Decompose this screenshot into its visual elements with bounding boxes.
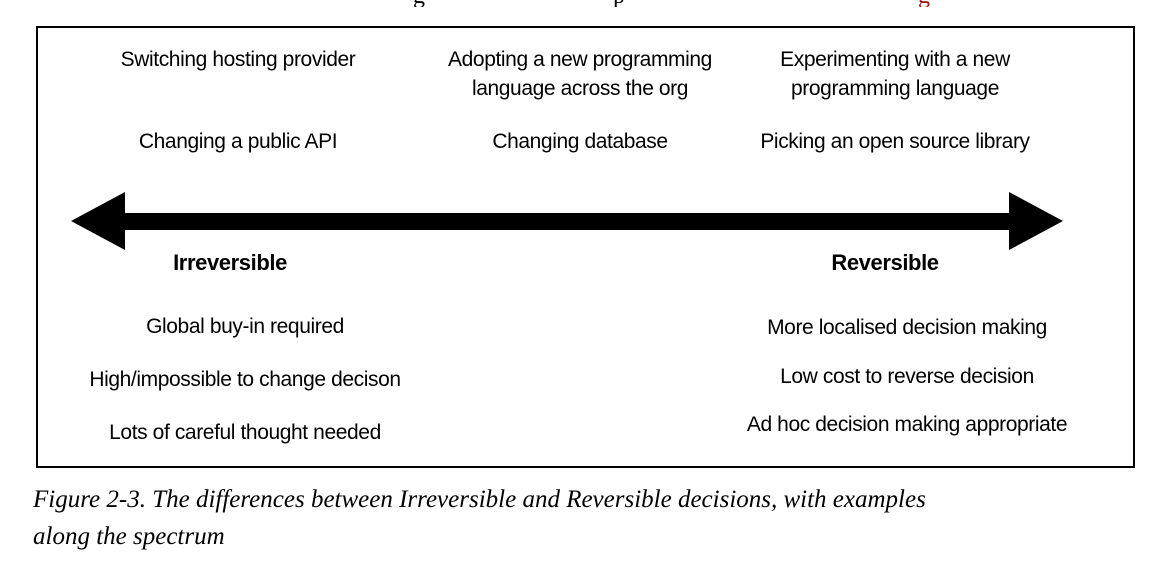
reversible-trait-3: Ad hoc decision making appropriate <box>746 413 1068 436</box>
figure-caption-line1: Figure 2-3. The differences between Irre… <box>33 486 926 513</box>
irreversible-label: Irreversible <box>173 250 287 275</box>
example-right-2: Picking an open source library <box>760 130 1030 153</box>
irreversible-trait-2: High/impossible to change decison <box>89 368 401 391</box>
irreversible-trait-3: Lots of careful thought needed <box>109 421 381 444</box>
irreversible-trait-1: Global buy-in required <box>146 315 344 338</box>
example-right-1: Experimenting with a new programming lan… <box>780 48 1010 100</box>
example-left-2: Changing a public API <box>138 130 338 153</box>
example-left-1: Switching hosting provider <box>120 48 356 71</box>
spectrum-arrow-right-head <box>1009 192 1063 250</box>
cropped-link-text-fragment: g <box>918 0 944 7</box>
example-middle-1: Adopting a new programming language acro… <box>448 48 712 100</box>
reversible-label: Reversible <box>831 250 939 275</box>
example-middle-2: Changing database <box>492 130 668 153</box>
cropped-text-fragment: p <box>613 0 639 7</box>
figure-box: Switching hosting provider Adopting a ne… <box>36 26 1135 468</box>
figure-caption: Figure 2-3. The differences between Irre… <box>33 481 1143 555</box>
spectrum-arrow <box>116 213 1016 230</box>
figure-caption-line2: along the spectrum <box>33 523 225 550</box>
reversible-trait-1: More localised decision making <box>767 316 1047 339</box>
reversible-trait-2: Low cost to reverse decision <box>780 365 1034 388</box>
cropped-text-fragment: g <box>413 0 439 7</box>
